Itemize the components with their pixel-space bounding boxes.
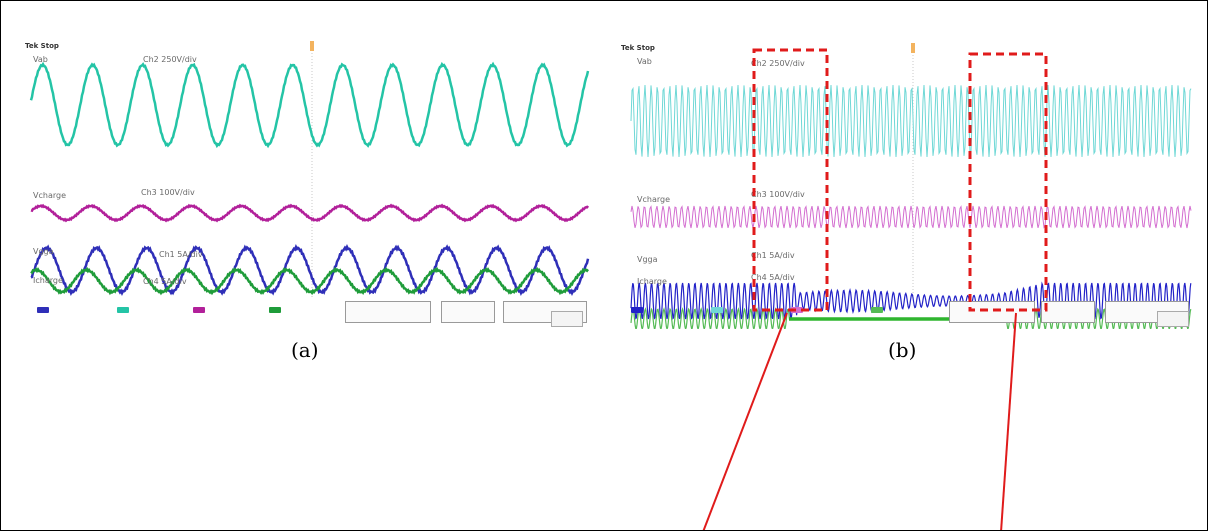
channel-chip [269,307,281,313]
channel-scale: Ch3 100V/div [141,188,195,197]
channel-chip [791,307,803,313]
timebase-box [345,301,431,323]
channel-label: Icharge [637,277,667,286]
scope-grid [310,41,314,297]
waveform-vab [29,61,590,149]
waveform-vcharge [30,203,590,223]
waveform-vab [630,85,1192,157]
caption-b: (b) [888,338,917,362]
waveform-vgga [30,243,590,297]
caption-a: (a) [291,338,319,362]
scope-grid [911,43,915,297]
date-box [1157,311,1189,327]
highlight-box-left [752,48,829,312]
waveform-vcharge [630,205,1192,229]
tek-label: Tek Stop [621,44,655,52]
pointer-line-right [1000,312,1017,530]
highlight-box-right [968,52,1048,312]
channel-chip [37,307,49,313]
channel-label: Vcharge [33,191,66,200]
channel-label: Vab [33,55,48,64]
channel-scale: Ch1 5A/div [751,251,795,260]
timebase-box [949,301,1035,323]
channel-scale: Ch3 100V/div [751,190,805,199]
channel-chip [117,307,129,313]
waveform-vgga [630,281,1192,320]
channel-scale: Ch1 5A/div [159,250,203,259]
date-box [551,311,583,327]
channel-scale: Ch4 5A/div [751,273,795,282]
channel-chip [193,307,205,313]
channel-chip [711,307,723,313]
sample-rate-box [1041,301,1095,323]
sample-rate-box [441,301,495,323]
channel-scale: Ch2 250V/div [143,55,197,64]
channel-label: Vcharge [637,195,670,204]
tek-label: Tek Stop [25,42,59,50]
trigger-marker [911,43,915,53]
channel-label: Vgga [33,247,54,256]
oscilloscope-panel-b: Tek Stop Vab Ch2 250V/div Vcharge Ch3 10… [619,43,1197,329]
waveform-icharge [30,266,589,296]
pointer-line-left [702,312,788,530]
channel-label: Vab [637,57,652,66]
scope-plot-a [29,41,590,297]
channel-scale: Ch2 250V/div [751,59,805,68]
channel-label: Icharge [33,276,63,285]
channel-scale: Ch4 5A/div [143,277,187,286]
channel-chip [871,307,883,313]
channel-chip [631,307,643,313]
trigger-marker [310,41,314,51]
status-bar [23,299,595,329]
channel-label: Vgga [637,255,658,264]
oscilloscope-panel-a: Tek Stop Vab Ch2 250V/div Vcharge Ch3 10… [23,41,595,329]
